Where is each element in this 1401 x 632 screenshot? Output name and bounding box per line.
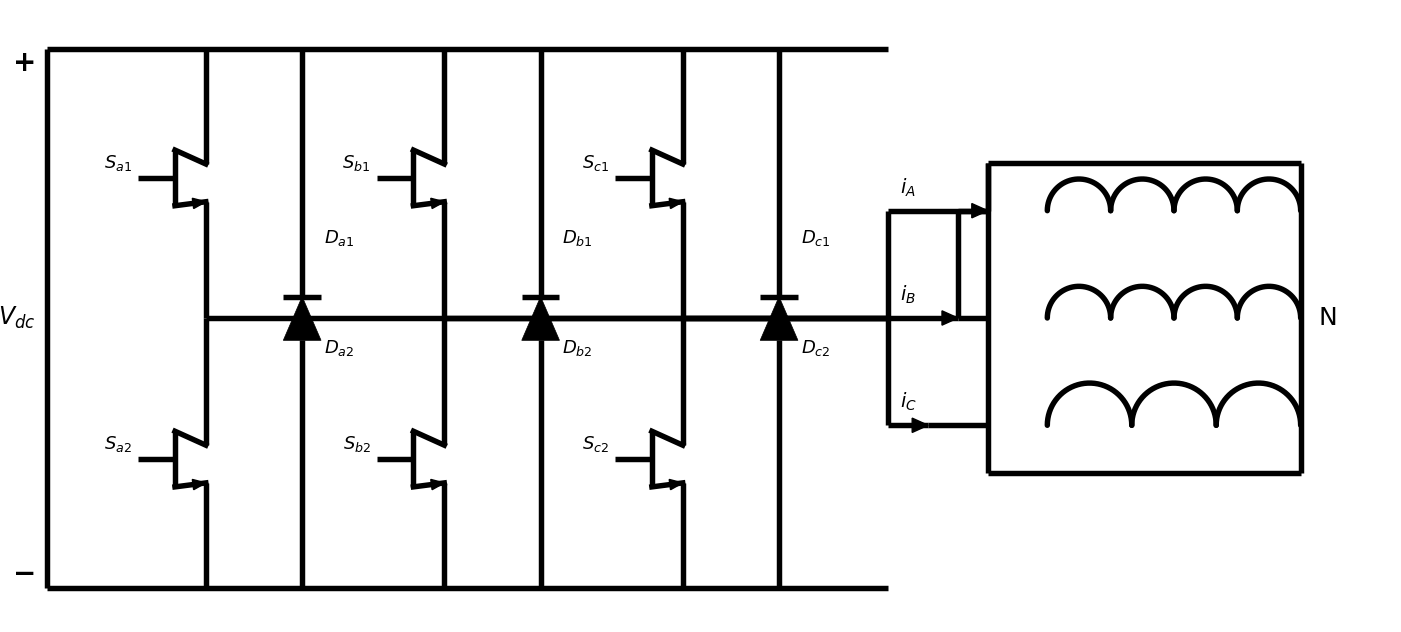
Text: $i_C$: $i_C$ xyxy=(901,391,918,413)
Text: +: + xyxy=(13,49,36,76)
Text: $S_{c1}$: $S_{c1}$ xyxy=(581,153,609,173)
Text: $S_{a2}$: $S_{a2}$ xyxy=(105,434,132,454)
Polygon shape xyxy=(430,198,444,209)
Text: $D_{c2}$: $D_{c2}$ xyxy=(801,338,831,358)
Polygon shape xyxy=(761,296,799,341)
Text: $D_{c1}$: $D_{c1}$ xyxy=(801,228,831,248)
Text: $D_{a2}$: $D_{a2}$ xyxy=(324,338,354,358)
Text: $i_B$: $i_B$ xyxy=(901,284,916,306)
Polygon shape xyxy=(521,296,559,341)
Polygon shape xyxy=(941,311,958,325)
Text: $S_{b1}$: $S_{b1}$ xyxy=(342,153,371,173)
Text: $S_{c2}$: $S_{c2}$ xyxy=(581,434,609,454)
Polygon shape xyxy=(972,204,988,218)
Polygon shape xyxy=(670,198,682,209)
Text: $i_A$: $i_A$ xyxy=(901,176,916,199)
Text: N: N xyxy=(1318,306,1338,330)
Polygon shape xyxy=(670,480,682,490)
Polygon shape xyxy=(430,480,444,490)
Polygon shape xyxy=(912,418,927,432)
Text: $V_{dc}$: $V_{dc}$ xyxy=(0,305,36,331)
Polygon shape xyxy=(283,296,321,341)
Text: $S_{a1}$: $S_{a1}$ xyxy=(104,153,132,173)
Text: $D_{b1}$: $D_{b1}$ xyxy=(562,228,593,248)
Text: $S_{b2}$: $S_{b2}$ xyxy=(343,434,371,454)
Text: $D_{a1}$: $D_{a1}$ xyxy=(324,228,354,248)
Text: −: − xyxy=(14,560,36,588)
Text: $D_{b2}$: $D_{b2}$ xyxy=(562,338,593,358)
Polygon shape xyxy=(192,198,206,209)
Polygon shape xyxy=(192,480,206,490)
